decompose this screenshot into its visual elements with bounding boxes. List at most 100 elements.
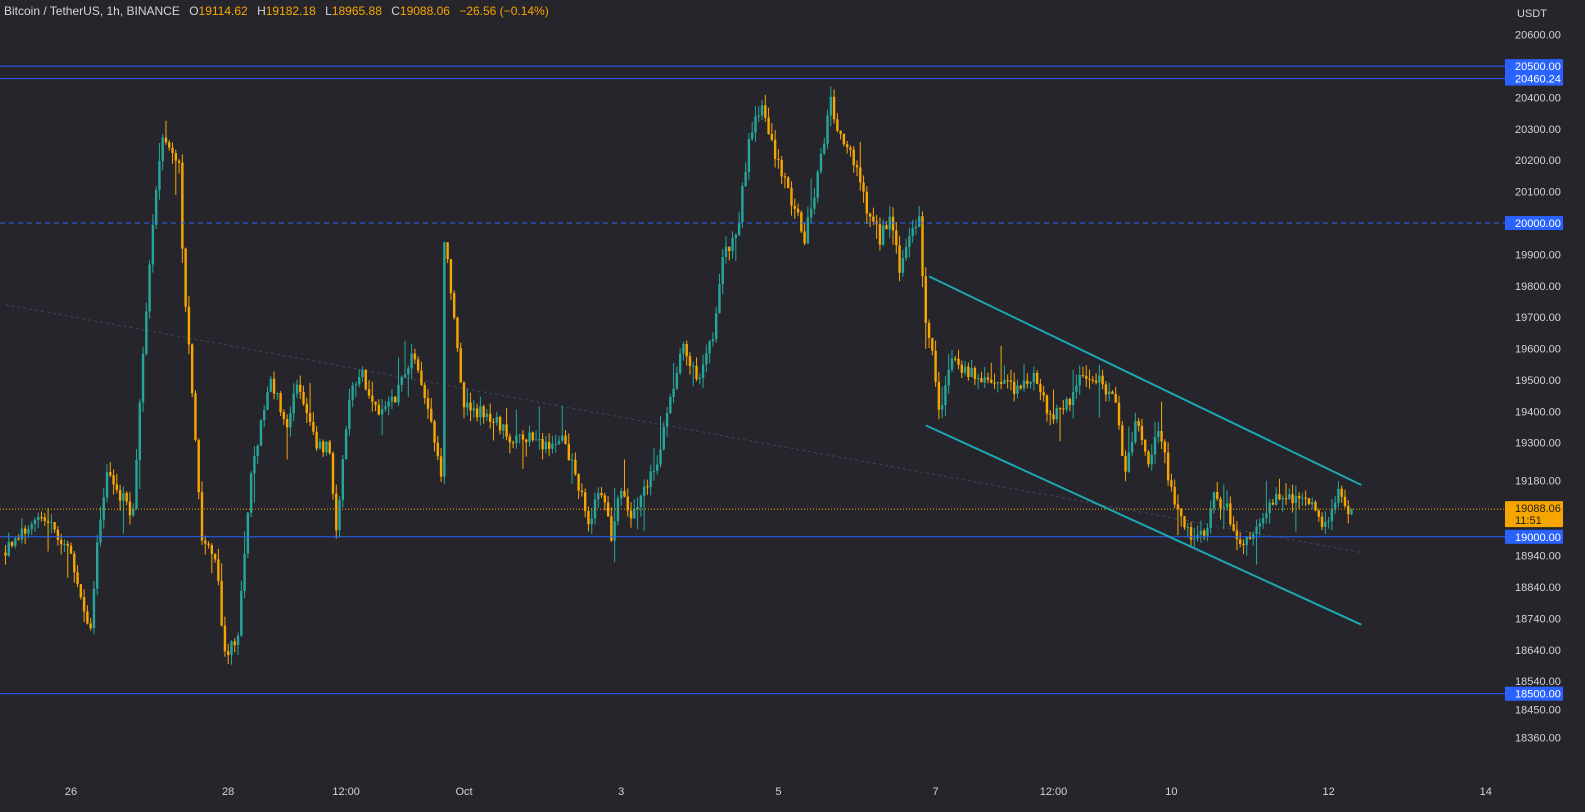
candle-body — [456, 317, 459, 349]
candle-body — [154, 189, 158, 225]
candle-body — [1278, 494, 1281, 500]
candle-body — [518, 434, 521, 436]
open-value: 19114.62 — [198, 4, 248, 18]
candle-body — [96, 542, 99, 589]
candle-body — [213, 554, 217, 560]
candle-body — [102, 497, 105, 520]
open-label: O — [189, 4, 199, 18]
candle-body — [1209, 508, 1212, 528]
candle-body — [115, 484, 119, 490]
candle-body — [1199, 530, 1203, 535]
candle-body — [1130, 441, 1134, 453]
candle-body — [367, 389, 371, 396]
candle-body — [751, 132, 754, 140]
candle-body — [1013, 381, 1016, 394]
candle-body — [400, 377, 403, 385]
candle-body — [73, 553, 76, 573]
candle-body — [675, 372, 679, 389]
candle-body — [1081, 374, 1085, 376]
candle-body — [659, 449, 662, 465]
candle-body — [806, 217, 810, 244]
candle-body — [351, 385, 354, 400]
candle-body — [1261, 518, 1265, 524]
candle-body — [374, 401, 377, 405]
candle-body — [1124, 455, 1127, 472]
candle-body — [636, 507, 639, 510]
candle-body — [272, 378, 276, 394]
candle-body — [999, 381, 1003, 384]
candle-body — [125, 492, 128, 502]
candle-body — [832, 96, 836, 120]
candle-body — [4, 552, 7, 556]
candle-body — [86, 611, 89, 624]
trend-channel-line-0[interactable] — [928, 275, 1362, 486]
candle-body — [33, 520, 37, 525]
candle-body — [1202, 530, 1206, 536]
symbol-title[interactable]: Bitcoin / TetherUS, 1h, BINANCE — [4, 4, 180, 18]
time-tick-label: 12:00 — [332, 786, 360, 798]
candle-body — [773, 139, 777, 159]
plot-area[interactable] — [0, 65, 1505, 695]
candle-body — [1314, 502, 1317, 511]
candle-body — [161, 137, 164, 162]
candle-body — [911, 228, 914, 237]
candle-body — [282, 412, 286, 419]
candle-body — [269, 378, 272, 392]
candle-body — [1121, 425, 1124, 456]
candle-body — [836, 119, 839, 131]
price-tick-label: 18450.00 — [1515, 704, 1561, 716]
candle-body — [800, 212, 803, 232]
candle-body — [1311, 502, 1314, 505]
candle-body — [541, 438, 544, 450]
price-axis[interactable]: USDT 20600.00 20500.00 20400.00 20300.00 2020… — [1505, 8, 1563, 745]
time-axis[interactable]: 26 28 12:00 Oct 3 5 7 12:00 10 12 14 — [65, 786, 1492, 798]
candle-body — [112, 475, 115, 485]
candle-body — [1153, 436, 1157, 455]
high-label: H — [257, 4, 266, 18]
change-value: −26.56 (−0.14%) — [459, 4, 549, 18]
candle-body — [1245, 536, 1248, 546]
candle-body — [888, 216, 891, 230]
candle-body — [931, 337, 934, 351]
candle-body — [276, 393, 279, 395]
candle-body — [1271, 502, 1275, 505]
candle-body — [921, 216, 924, 277]
candle-body — [685, 343, 688, 357]
candle-body — [564, 435, 567, 444]
trend-channel-line-1[interactable] — [925, 424, 1362, 626]
candle-body — [656, 464, 659, 471]
candle-body — [14, 538, 17, 546]
candle-body — [528, 432, 531, 442]
candle-body — [868, 213, 872, 217]
candle-body — [698, 378, 701, 380]
candle-body — [796, 208, 800, 213]
candle-body — [253, 456, 256, 474]
candle-body — [1078, 374, 1081, 386]
candle-body — [1258, 523, 1262, 527]
candle-body — [1045, 395, 1049, 414]
candle-body — [1144, 440, 1147, 452]
candle-body — [1248, 536, 1252, 539]
level-label-text: 20000.00 — [1515, 218, 1561, 230]
candle-body — [204, 540, 207, 544]
candle-body — [66, 543, 69, 546]
candle-body — [109, 472, 112, 476]
candle-body — [27, 529, 30, 534]
candle-body — [344, 429, 348, 460]
level-label-box — [1505, 59, 1563, 74]
candle-body — [865, 191, 869, 214]
candle-body — [410, 353, 413, 369]
candle-body — [171, 147, 174, 154]
time-tick-label: 26 — [65, 786, 77, 798]
candle-body — [1052, 414, 1055, 420]
candle-body — [1297, 495, 1301, 499]
candle-body — [813, 197, 816, 209]
candle-body — [1193, 538, 1196, 540]
candle-body — [403, 374, 407, 378]
time-tick-label: 7 — [933, 786, 939, 798]
candle-body — [1284, 498, 1288, 500]
candle-body — [138, 402, 141, 461]
candle-body — [1242, 543, 1245, 546]
